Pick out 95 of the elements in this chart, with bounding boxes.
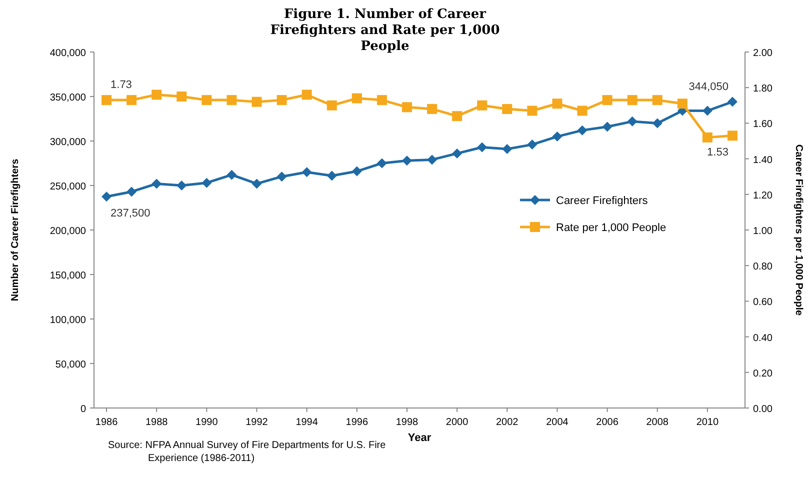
y-tick-label: 200,000 [50,226,86,237]
y-tick-label: 100,000 [50,315,86,326]
x-tick-label: 1998 [396,417,419,428]
x-axis-title: Year [408,432,432,444]
point [352,93,362,104]
y-axis-title: Number of Career Firefighters [10,158,21,302]
point [577,125,588,136]
point [202,178,212,188]
point [652,95,662,106]
point [102,192,112,202]
chart-title: Figure 1. Number of Career Firefighters and Rate per 1,000 People [270,7,500,54]
y-tick-label: 50,000 [55,360,86,370]
x-tick-label: 1988 [145,417,168,428]
point [552,132,562,142]
x-tick-label: 2004 [546,417,569,428]
x-tick-label: 2008 [646,417,669,428]
point [326,100,337,110]
y2-tick-label: 1.60 [753,119,773,130]
data-label: 1.73 [110,79,132,92]
point [727,130,738,141]
data-label: 344,050 [688,80,728,93]
y2-tick-label: 1.40 [753,154,773,166]
data-label: 1.53 [707,146,728,159]
point [452,148,462,158]
point [677,98,688,109]
y-tick-label: 300,000 [50,137,86,148]
y2-tick-label: 1.20 [753,190,773,202]
point [402,102,412,112]
point [302,90,312,100]
point [477,142,488,152]
point [276,172,287,182]
point [427,154,438,165]
x-tick-label: 1990 [196,417,218,428]
point [427,104,438,114]
point [226,170,237,180]
point [602,122,612,132]
y-tick-label: 0 [80,404,86,415]
point [477,100,488,110]
point [126,186,137,197]
point [402,156,412,166]
x-tick-label: 2000 [446,417,469,428]
x-tick-label: 1996 [346,417,368,428]
y2-tick-label: 0.20 [753,368,773,380]
y2-tick-label: 0.60 [753,297,773,308]
point [602,95,612,106]
point [202,95,212,106]
y-tick-label: 150,000 [50,270,86,282]
y-tick-label: 250,000 [50,182,86,192]
y2-tick-label: 0.80 [753,262,773,273]
x-tick-label: 2006 [596,417,619,428]
y2-axis-title: Career Firefighters per 1,000 People [793,144,804,316]
point [252,96,262,107]
x-tick-label: 1992 [246,417,268,428]
point [176,92,187,102]
point [702,132,712,142]
point [326,170,337,181]
point [627,116,638,126]
point [527,106,538,116]
point [126,95,137,106]
point [627,95,638,106]
legend-label: Career Firefighters [556,195,648,207]
point [376,158,387,168]
point [352,166,362,176]
y2-tick-label: 2.00 [753,48,773,59]
x-tick-label: 2010 [696,417,719,428]
point [552,98,562,109]
point [577,106,588,116]
x-tick-label: 1986 [95,417,118,428]
y2-tick-label: 0.00 [753,404,773,415]
point [152,90,162,100]
point [502,144,512,154]
point [727,96,738,107]
point [527,140,538,150]
source-note: Source: NFPA Annual Survey of Fire Departments for U.S. Fire Experience (1986-2011) [108,440,386,464]
y-tick-label: 400,000 [50,48,86,59]
point [302,167,312,178]
point [376,95,387,106]
point [176,180,187,190]
y2-tick-label: 1.80 [753,84,773,95]
point [276,95,287,106]
point [102,95,112,106]
point [452,111,462,122]
y2-tick-label: 1.00 [753,226,773,237]
y-tick-label: 350,000 [50,92,86,104]
point [226,95,237,106]
point [252,178,262,189]
legend-label: Rate per 1,000 People [556,222,666,234]
data-label: 237,500 [110,208,150,220]
point [502,104,512,114]
point [152,178,162,189]
x-tick-label: 1994 [296,417,318,428]
point [702,106,712,116]
y2-tick-label: 0.40 [753,332,773,344]
point [652,118,662,128]
x-tick-label: 2002 [496,417,519,428]
